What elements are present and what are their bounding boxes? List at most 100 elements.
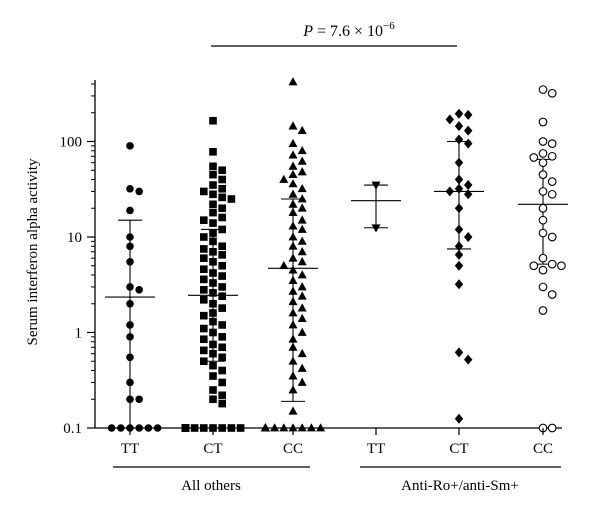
data-point [454,183,464,194]
data-point [547,290,557,299]
data-point [288,77,298,86]
data-point [538,158,548,168]
data-point [547,232,557,242]
x-tick-label: CT [203,441,222,457]
data-point [454,279,464,290]
group-label-anti-ro-anti-sm: Anti-Ro+/anti-Sm+ [401,478,519,494]
data-point [297,203,307,212]
data-point [135,285,143,294]
data-point [288,207,298,217]
data-point [218,292,226,300]
data-point [218,283,226,291]
data-point [209,257,217,266]
data-point [218,213,226,222]
data-point [135,395,143,404]
x-tick-label: TT [367,441,385,457]
data-point [209,395,217,404]
data-point [454,347,464,358]
p-value-exponent: −6 [383,20,395,32]
data-point [126,283,134,291]
data-point [288,265,298,274]
data-point [547,139,557,148]
data-point [218,378,226,387]
data-point [547,177,557,186]
data-point [288,385,298,394]
data-point [445,114,454,125]
data-point [538,282,548,292]
x-tick-label: CC [533,441,553,457]
data-point [279,174,289,183]
data-point [218,321,226,329]
data-point [200,285,208,294]
data-point [126,333,134,341]
data-point [288,253,298,262]
data-point [209,309,217,317]
data-point [218,225,226,234]
data-point [464,109,473,120]
data-point [144,424,153,432]
data-point [200,187,208,196]
data-point [279,423,289,432]
data-point [126,242,134,251]
data-point [288,150,298,159]
data-point [371,224,381,233]
x-tick-label: CC [283,441,303,457]
data-point [218,399,226,408]
data-point [200,233,208,241]
y-tick-label: 100 [60,135,83,151]
data-point [288,241,298,250]
data-point [547,189,557,199]
data-point [454,203,464,214]
data-point [297,156,307,165]
y-tick-label: 10 [67,230,82,246]
data-point [538,187,548,196]
data-point [297,246,307,256]
data-point [557,261,566,271]
data-point [218,175,226,184]
data-point [126,257,134,266]
data-point [227,424,236,432]
data-point [200,245,208,253]
data-point [126,353,134,362]
data-point [218,353,226,362]
data-point [547,423,557,433]
data-point [200,295,208,304]
data-point [538,137,548,146]
data-point [126,233,134,241]
data-point [454,413,464,424]
data-point [464,138,473,149]
data-point [209,269,217,277]
data-point [126,321,134,329]
data-point [126,395,134,404]
data-point [209,190,217,199]
data-point [538,253,548,263]
data-point [209,247,217,256]
data-point [297,256,307,266]
y-tick-label: 1 [75,326,83,342]
data-point [227,195,236,203]
data-point [454,121,464,132]
data-point [288,199,298,208]
data-point [218,193,226,202]
data-point [209,340,217,349]
data-point [209,200,217,209]
data-point [107,424,116,432]
data-point [288,356,298,365]
data-point [297,194,307,203]
data-point [445,186,454,197]
data-point [288,138,298,148]
data-point [297,224,307,233]
data-point [218,184,226,193]
data-point [209,229,217,237]
data-point [209,148,217,156]
data-point [297,348,307,358]
data-point [288,232,298,241]
data-point [538,117,548,127]
data-point [306,423,316,432]
data-point [218,166,226,175]
data-point [218,251,226,259]
data-point [288,121,298,130]
data-point [538,306,548,315]
data-point [529,261,539,271]
data-point [297,270,307,279]
